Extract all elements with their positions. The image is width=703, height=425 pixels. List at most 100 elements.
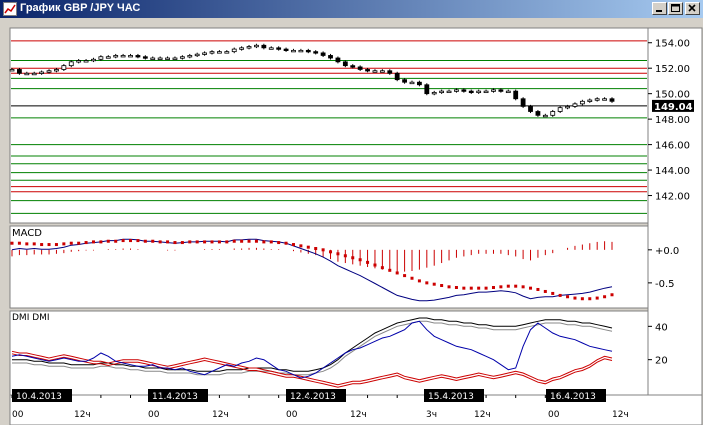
time-grid-ticks [11, 395, 606, 398]
macd-signal-point [380, 266, 384, 270]
macd-line [11, 238, 613, 302]
candle-body [609, 98, 615, 102]
dmi-tick-label: 40 [655, 322, 668, 333]
candle-body [328, 55, 333, 59]
date-label-1: 10.4.2013 [16, 392, 62, 402]
macd-signal-point [232, 239, 236, 243]
price-tick-label: 146.00 [655, 141, 690, 152]
candle-body [520, 98, 526, 107]
candle-body [150, 57, 156, 60]
current-price-tag [652, 99, 694, 112]
candle-body [268, 47, 274, 50]
macd-signal-point [417, 279, 421, 283]
candle-body [491, 89, 496, 92]
candle-body [594, 98, 600, 101]
minimize-button[interactable] [652, 2, 667, 15]
macd-signal-point [269, 240, 273, 244]
macd-signal-point [403, 274, 407, 278]
candle-body [9, 69, 15, 72]
macd-signal-point [566, 295, 570, 299]
candle-body [231, 48, 237, 53]
adx-line [12, 317, 613, 372]
candle-body [350, 65, 356, 68]
macd-signal-point [610, 293, 614, 297]
date-label-4: 15.4.2013 [428, 392, 474, 402]
candle-body [291, 49, 296, 53]
macd-signal-point [291, 243, 295, 247]
candle-body [172, 57, 178, 60]
candle-body [24, 72, 30, 76]
candle-body [431, 91, 437, 95]
candle-body [357, 66, 363, 70]
candle-body [113, 55, 119, 58]
candle-body [135, 55, 141, 58]
date-label-2: 11.4.2013 [152, 392, 198, 402]
macd-panel[interactable] [9, 225, 649, 309]
macd-signal-point [580, 297, 584, 301]
window-title: График GBP /JPY ЧАС [20, 2, 141, 14]
candle-body [83, 60, 89, 63]
candle-body [61, 65, 67, 70]
macd-signal-point [188, 240, 192, 244]
macd-signal-point [388, 268, 392, 272]
candle-body [165, 57, 170, 60]
macd-signal-point [10, 241, 14, 245]
candle-body [439, 90, 445, 94]
candle-body [402, 79, 407, 83]
macd-signal-point [543, 289, 547, 293]
macd-signal-point [351, 256, 355, 260]
macd-signal-point [47, 243, 51, 247]
price-tick-label: 154.00 [655, 39, 690, 50]
macd-signal-point [558, 293, 562, 297]
candle-body [46, 70, 52, 73]
dmi-minus-line-2 [11, 353, 613, 388]
macd-signal-point [254, 239, 258, 243]
candle-body [91, 58, 96, 62]
candle-body [68, 61, 74, 67]
close-button[interactable] [685, 2, 700, 15]
candle-body [498, 89, 504, 92]
candle-body [157, 57, 163, 60]
macd-signal-point [121, 239, 125, 243]
candle-body [335, 57, 341, 63]
macd-signal-point [588, 297, 592, 301]
candle-body [209, 51, 215, 54]
candle-body [120, 55, 126, 58]
candle-body [565, 106, 570, 109]
hour-ticks: 00 12ч 00 12ч 00 12ч 3ч 12ч 00 12ч [12, 410, 629, 420]
chart-app-icon [3, 2, 17, 16]
maximize-button[interactable] [668, 2, 683, 15]
candle-body [246, 46, 252, 49]
candle-body [587, 99, 593, 102]
macd-signal-point [166, 240, 170, 244]
candle-body [542, 114, 548, 118]
hour-tick: 00 [548, 410, 560, 420]
macd-signal-point [551, 291, 555, 295]
macd-signal-point [425, 281, 429, 285]
candle-body [39, 71, 45, 74]
candle-body [283, 48, 289, 52]
macd-signal-point [158, 240, 162, 244]
macd-signal-point [173, 241, 177, 245]
macd-signal-point [40, 243, 44, 247]
title-bar[interactable]: График GBP /JPY ЧАС [0, 0, 703, 18]
candle-body [394, 72, 400, 81]
macd-signal-point [77, 241, 81, 245]
hour-tick: 00 [12, 410, 24, 420]
macd-signal-point [395, 271, 399, 275]
candle-body [142, 56, 148, 59]
macd-signal-point [299, 244, 303, 248]
macd-signal-point [129, 239, 133, 243]
candle-body [128, 55, 133, 58]
macd-signal-point [440, 284, 444, 288]
candle-body [461, 89, 467, 92]
candle-body [505, 90, 511, 94]
macd-signal-point [195, 240, 199, 244]
dmi-minus-line [11, 350, 613, 386]
macd-signal-point [573, 296, 577, 300]
macd-signal-point [225, 240, 229, 244]
hour-tick: 12ч [474, 410, 491, 420]
dmi-plus-line [11, 320, 613, 379]
macd-signal-point [106, 239, 110, 243]
